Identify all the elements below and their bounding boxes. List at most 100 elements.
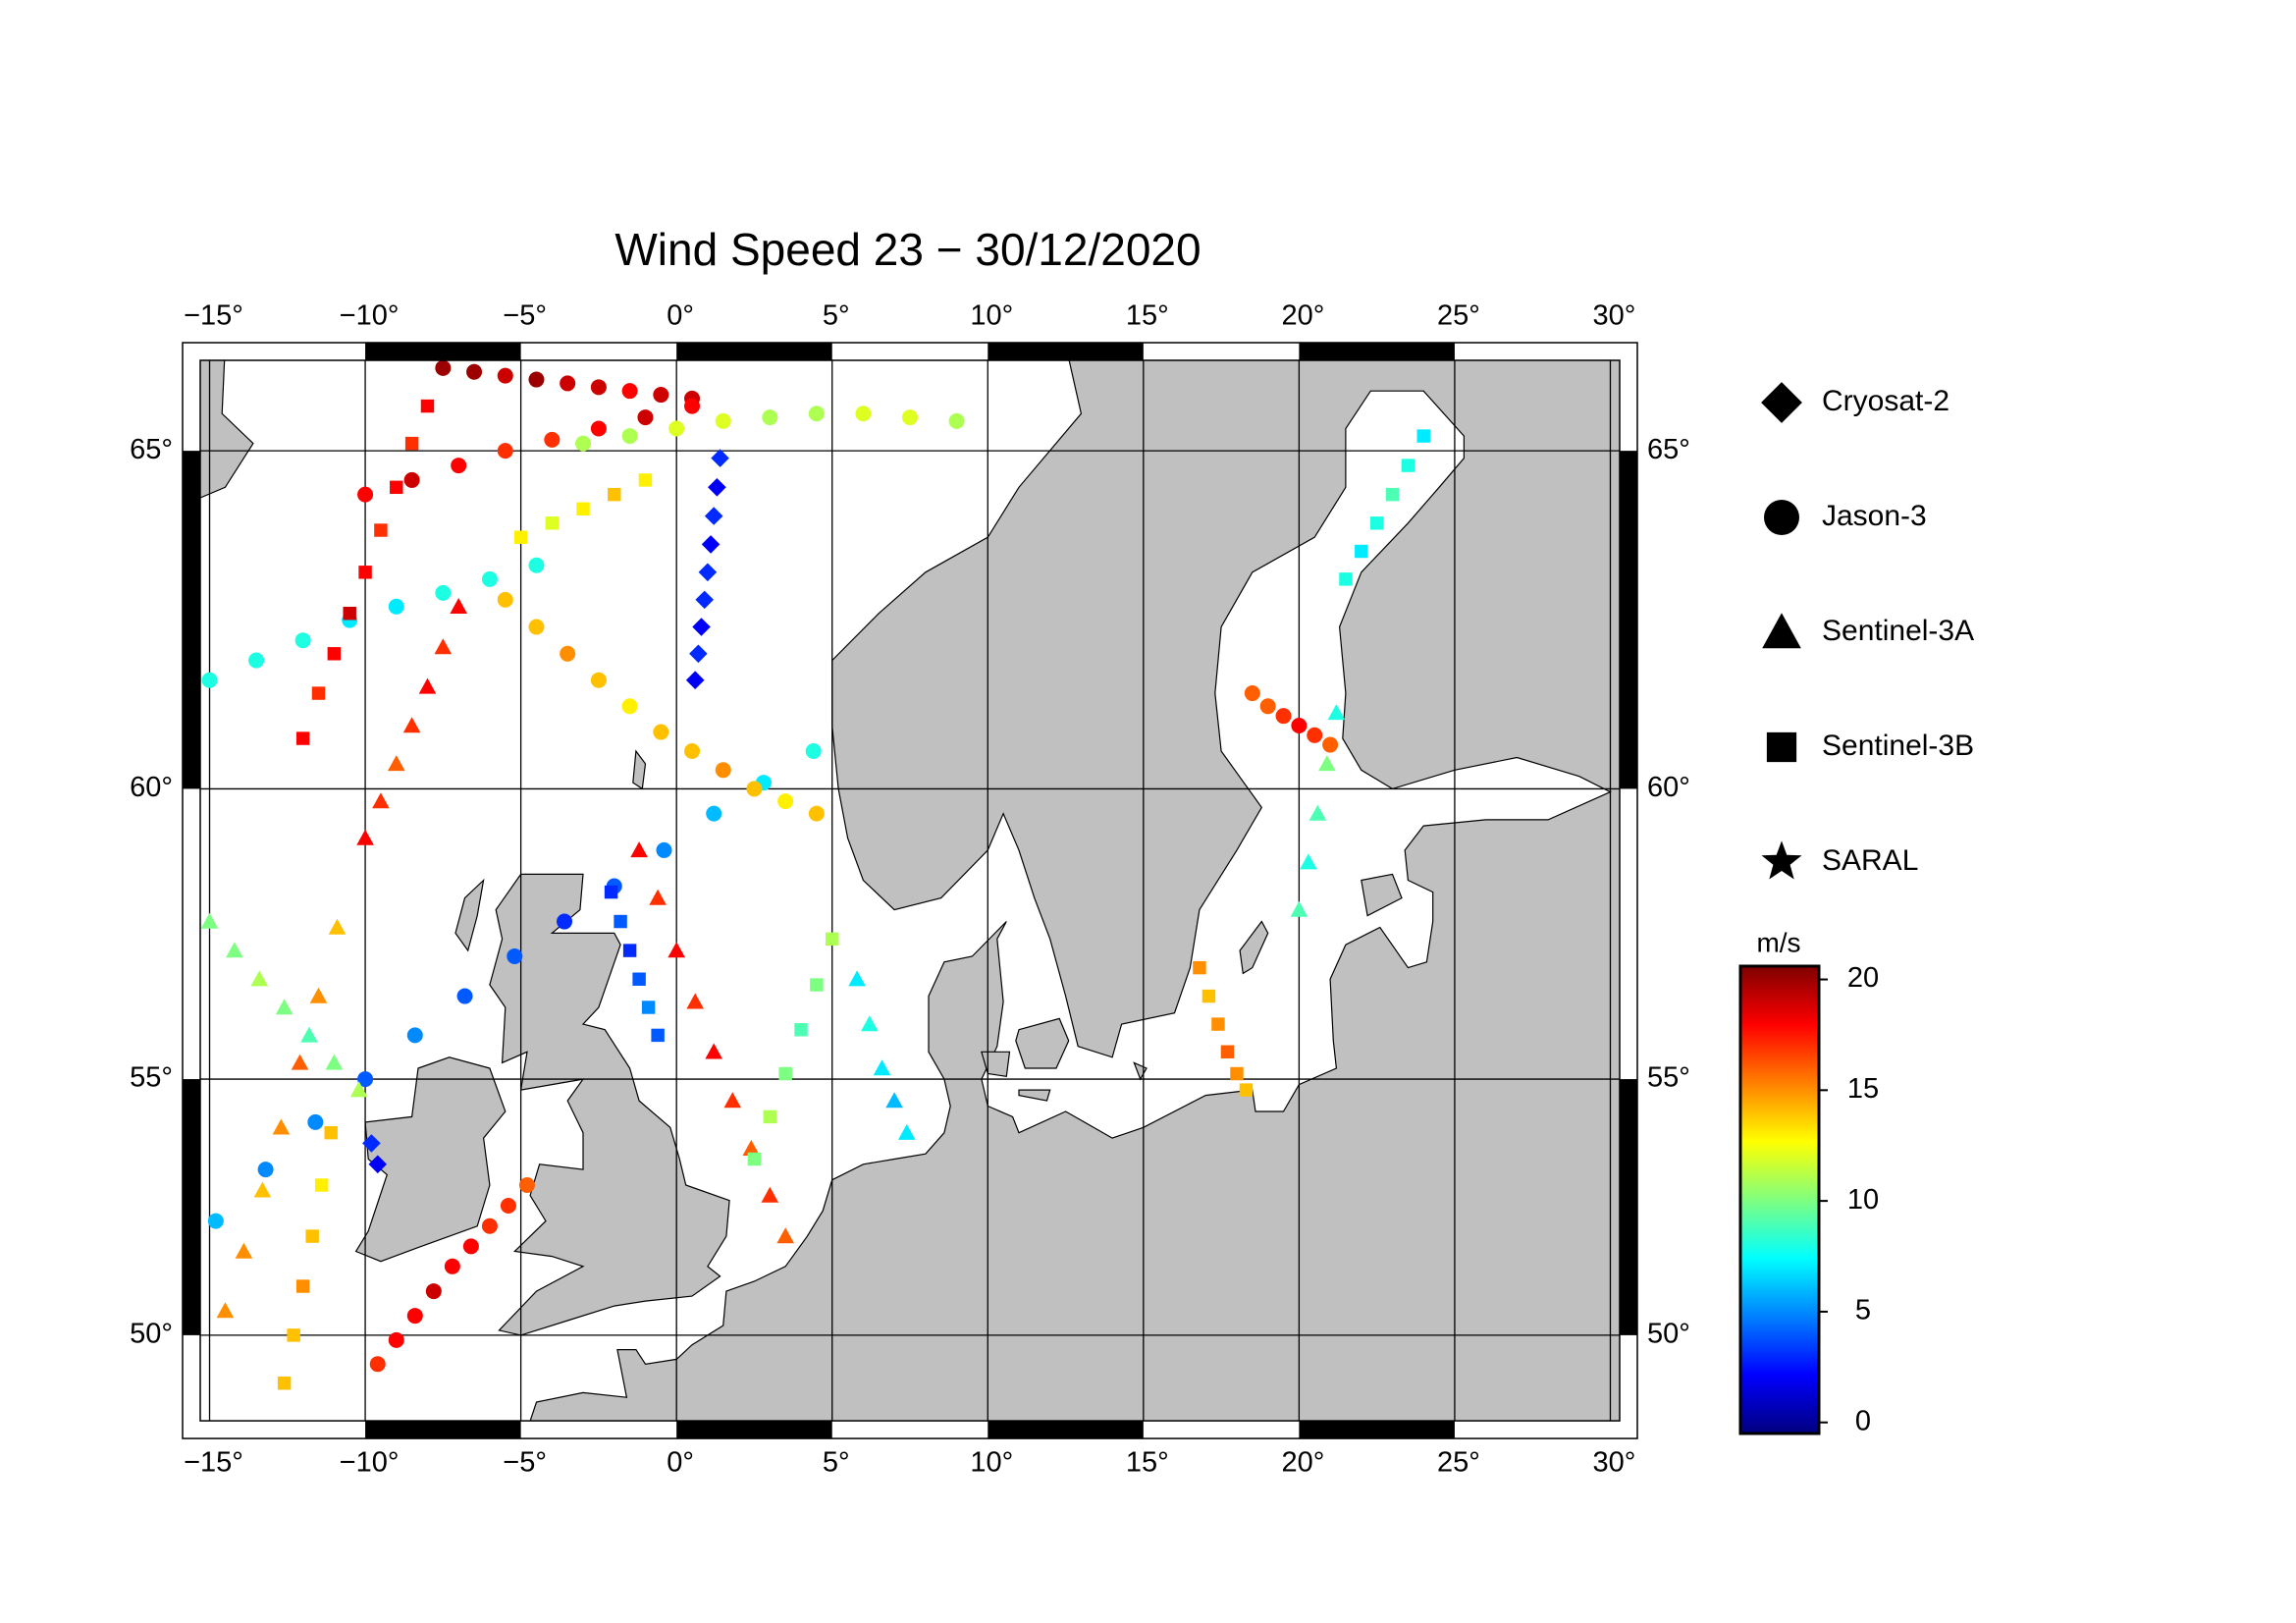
data-point <box>604 885 618 899</box>
legend-marker <box>1766 731 1797 763</box>
data-point <box>402 717 421 733</box>
x-tick-label: 15° <box>1126 1447 1169 1479</box>
frame-bar <box>183 451 200 789</box>
frame-bar <box>676 343 832 360</box>
frame-bar <box>1299 1421 1455 1439</box>
data-point <box>374 523 388 537</box>
data-point <box>1416 429 1430 443</box>
data-point <box>695 590 714 610</box>
data-point <box>761 1186 779 1203</box>
data-point <box>1230 1066 1244 1081</box>
legend-label: SARAL <box>1822 844 1918 877</box>
x-tick-label: 15° <box>1126 300 1169 332</box>
data-point <box>368 1155 387 1174</box>
data-point <box>608 487 621 502</box>
data-point <box>406 1308 423 1325</box>
data-point <box>778 1066 792 1081</box>
y-tick-label: 60° <box>1647 772 1690 803</box>
data-point <box>307 1113 324 1130</box>
data-point <box>557 913 573 930</box>
data-point <box>808 805 825 822</box>
data-point <box>435 584 452 601</box>
data-point <box>357 1071 374 1088</box>
data-point <box>349 1081 368 1098</box>
data-point <box>250 970 269 987</box>
x-tick-label: 5° <box>823 1447 850 1479</box>
legend-label: Sentinel-3B <box>1822 730 1974 762</box>
y-tick-label: 50° <box>1647 1319 1690 1350</box>
data-point <box>1322 736 1339 753</box>
x-tick-label: −10° <box>340 1447 400 1479</box>
frame-bar <box>676 1421 832 1439</box>
data-point <box>305 1229 319 1243</box>
land <box>1361 873 1403 917</box>
x-tick-label: −5° <box>503 1447 547 1479</box>
data-point <box>715 762 731 779</box>
colorbar-tick-label: 5 <box>1855 1295 1871 1326</box>
data-point <box>500 1197 516 1214</box>
y-tick-label: 60° <box>130 772 173 803</box>
y-tick-label: 55° <box>130 1062 173 1094</box>
data-point <box>898 1123 916 1140</box>
x-tick-label: 20° <box>1281 1447 1324 1479</box>
map-body <box>200 360 1620 1422</box>
data-point <box>689 644 708 664</box>
data-point <box>275 999 294 1015</box>
data-point <box>746 781 763 797</box>
x-tick-label: 0° <box>667 1447 694 1479</box>
x-tick-label: 25° <box>1437 1447 1480 1479</box>
data-point <box>200 912 219 929</box>
data-point <box>621 698 638 715</box>
data-point <box>1291 718 1308 734</box>
data-point <box>328 918 347 935</box>
data-point <box>358 566 372 579</box>
data-point <box>462 1238 479 1255</box>
data-point <box>667 942 685 958</box>
x-tick-label: 10° <box>970 1447 1013 1479</box>
legend-marker <box>1764 500 1799 535</box>
data-point <box>948 412 965 429</box>
data-point <box>706 805 722 822</box>
data-point <box>372 792 390 809</box>
data-point <box>622 944 637 957</box>
data-point <box>357 486 374 503</box>
frame-bar <box>988 343 1144 360</box>
data-point <box>425 1283 442 1300</box>
data-point <box>507 947 523 964</box>
data-point <box>1307 727 1323 743</box>
data-point <box>544 431 561 448</box>
y-tick-label: 55° <box>1647 1062 1690 1094</box>
data-point <box>621 428 638 445</box>
y-tick-label: 65° <box>130 434 173 465</box>
data-point <box>723 1092 741 1109</box>
x-tick-label: 5° <box>823 300 850 332</box>
data-point <box>300 1026 318 1043</box>
data-point <box>704 507 723 525</box>
data-point <box>420 399 435 413</box>
data-point <box>207 1213 224 1229</box>
y-tick-label: 50° <box>130 1319 173 1350</box>
data-point <box>701 535 721 554</box>
data-point <box>684 398 701 414</box>
data-point <box>466 363 483 380</box>
data-point <box>327 647 342 661</box>
data-point <box>590 672 607 688</box>
legend-label: Cryosat-2 <box>1822 385 1949 417</box>
data-point <box>235 1242 253 1259</box>
data-point <box>325 1054 344 1070</box>
data-point <box>776 1227 794 1244</box>
data-point <box>742 1140 761 1156</box>
x-tick-label: 10° <box>970 300 1013 332</box>
data-point <box>1239 1083 1254 1097</box>
data-point <box>614 914 627 929</box>
data-point <box>685 671 705 689</box>
data-point <box>444 1258 460 1274</box>
data-point <box>705 1043 722 1059</box>
data-point <box>747 1152 762 1166</box>
frame-inner <box>199 359 1621 1422</box>
data-point <box>1401 459 1415 472</box>
x-tick-label: 30° <box>1593 300 1636 332</box>
data-point <box>1275 708 1292 725</box>
colorbar-tick-label: 10 <box>1847 1184 1879 1216</box>
data-point <box>560 375 576 392</box>
